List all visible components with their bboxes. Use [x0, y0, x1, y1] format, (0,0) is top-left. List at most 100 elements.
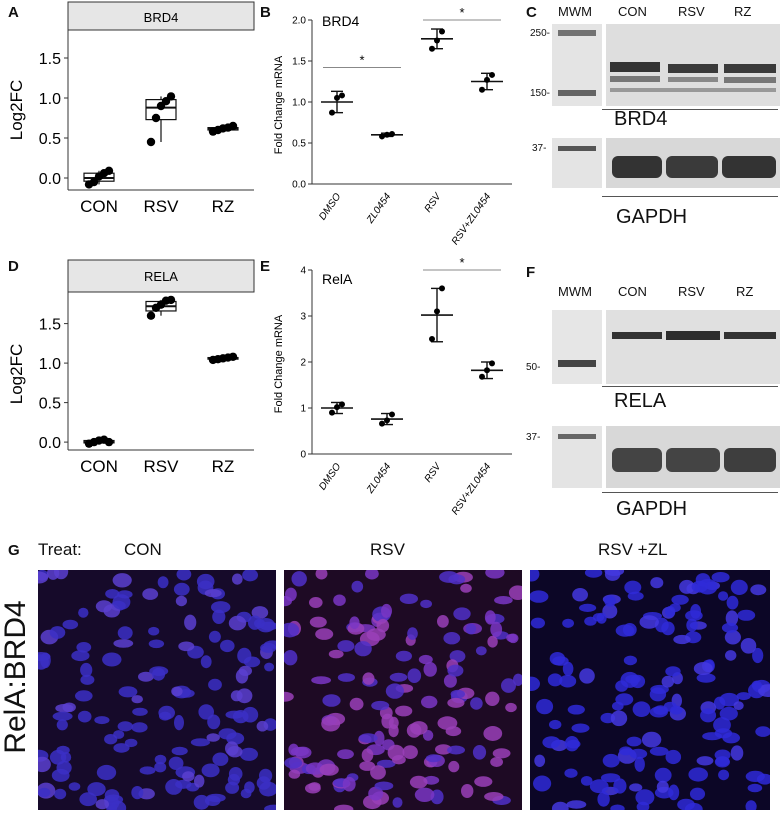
- cell-nucleus: [102, 652, 122, 667]
- cell-nucleus: [747, 783, 763, 793]
- cell-nucleus: [460, 583, 472, 593]
- significance-star: *: [459, 255, 464, 270]
- cell-nucleus: [288, 769, 301, 779]
- data-point: [339, 92, 345, 99]
- cell-nucleus: [624, 580, 642, 595]
- y-tick-label: 1.0: [292, 98, 306, 109]
- cell-nucleus: [154, 762, 167, 773]
- cell-nucleus: [284, 650, 298, 666]
- mw-marker-37: 37-: [532, 143, 547, 154]
- cell-nucleus: [626, 736, 642, 747]
- cell-nucleus: [475, 646, 487, 656]
- cell-nucleus: [109, 800, 127, 810]
- cell-nucleus: [447, 664, 464, 677]
- cell-nucleus: [315, 628, 334, 640]
- cell-nucleus: [422, 730, 434, 741]
- cell-nucleus: [264, 662, 275, 672]
- cell-nucleus: [96, 764, 117, 781]
- cell-nucleus: [54, 788, 67, 800]
- data-point: [389, 130, 395, 137]
- cell-nucleus: [689, 787, 706, 801]
- cell-nucleus: [755, 726, 770, 737]
- cell-nucleus: [530, 676, 540, 691]
- cell-nucleus: [649, 687, 667, 702]
- cell-nucleus: [418, 654, 433, 665]
- y-tick-label: 1.5: [39, 51, 61, 68]
- cell-nucleus: [559, 674, 577, 688]
- cell-nucleus: [68, 782, 81, 791]
- data-point: [146, 311, 156, 320]
- cell-nucleus: [190, 738, 210, 747]
- cell-nucleus: [242, 570, 258, 582]
- cell-nucleus: [688, 767, 708, 782]
- cell-nucleus: [263, 640, 276, 649]
- cell-nucleus: [56, 760, 72, 775]
- y-tick-label: 1.0: [39, 91, 61, 108]
- cell-nucleus: [654, 767, 672, 783]
- cell-nucleus: [358, 733, 378, 743]
- cell-nucleus: [661, 675, 674, 688]
- cell-nucleus: [361, 748, 374, 762]
- cell-nucleus: [208, 678, 222, 691]
- cell-nucleus: [95, 799, 109, 810]
- cell-nucleus: [333, 594, 346, 606]
- cell-nucleus: [381, 603, 392, 618]
- cell-nucleus: [745, 800, 757, 810]
- cell-nucleus: [256, 720, 269, 732]
- cell-nucleus: [78, 607, 89, 618]
- lane-label-rsv: RSV: [678, 4, 705, 19]
- cell-nucleus: [702, 732, 722, 741]
- cell-nucleus: [284, 757, 303, 769]
- facet-strip: [67, 1, 255, 31]
- cell-nucleus: [56, 745, 70, 755]
- x-tick-label: RSV+ZL0454: [450, 461, 494, 517]
- cell-nucleus: [309, 597, 323, 608]
- cell-nucleus: [105, 589, 120, 599]
- cell-nucleus: [368, 786, 384, 801]
- cell-nucleus: [679, 579, 695, 594]
- data-point: [379, 133, 385, 140]
- data-point: [334, 94, 340, 101]
- cell-nucleus: [506, 633, 518, 643]
- gapdh-lane-bar: [602, 492, 778, 493]
- cell-nucleus: [337, 640, 355, 652]
- cell-nucleus: [649, 746, 669, 756]
- cell-nucleus: [395, 705, 413, 717]
- cell-nucleus: [733, 701, 744, 710]
- cell-nucleus: [751, 680, 762, 690]
- y-axis-label: Fold Change mRNA: [273, 314, 285, 413]
- data-point: [439, 28, 445, 35]
- cell-nucleus: [508, 585, 522, 600]
- cell-nucleus: [443, 674, 457, 688]
- cell-nucleus: [154, 754, 167, 765]
- cell-nucleus: [349, 616, 360, 629]
- cell-nucleus: [485, 570, 505, 579]
- cell-nucleus: [492, 748, 511, 759]
- y-axis-label: Log2FC: [7, 344, 26, 404]
- panel-letter-f: F: [526, 264, 536, 281]
- cell-nucleus: [461, 784, 474, 798]
- cell-nucleus: [227, 746, 243, 758]
- cell-nucleus: [239, 747, 258, 761]
- cell-nucleus: [448, 760, 460, 773]
- cell-nucleus: [371, 700, 390, 711]
- data-point: [339, 401, 345, 408]
- condition-label-rsv-zl: RSV +ZL: [598, 540, 668, 559]
- cell-nucleus: [447, 697, 465, 708]
- cell-nucleus: [388, 724, 399, 738]
- cell-nucleus: [571, 723, 590, 733]
- cell-nucleus: [87, 782, 106, 797]
- cell-nucleus: [349, 697, 364, 711]
- cell-nucleus: [206, 793, 226, 803]
- cell-nucleus: [610, 804, 625, 810]
- cell-nucleus: [665, 749, 682, 765]
- cell-nucleus: [373, 730, 385, 746]
- y-tick-label: 0.5: [292, 139, 306, 150]
- cell-nucleus: [395, 650, 412, 662]
- y-tick-label: 0: [300, 450, 306, 461]
- cell-nucleus: [131, 722, 148, 733]
- cell-nucleus: [547, 673, 563, 687]
- cell-nucleus: [237, 647, 252, 664]
- panel-letter-d: D: [8, 258, 19, 275]
- cell-nucleus: [322, 694, 341, 707]
